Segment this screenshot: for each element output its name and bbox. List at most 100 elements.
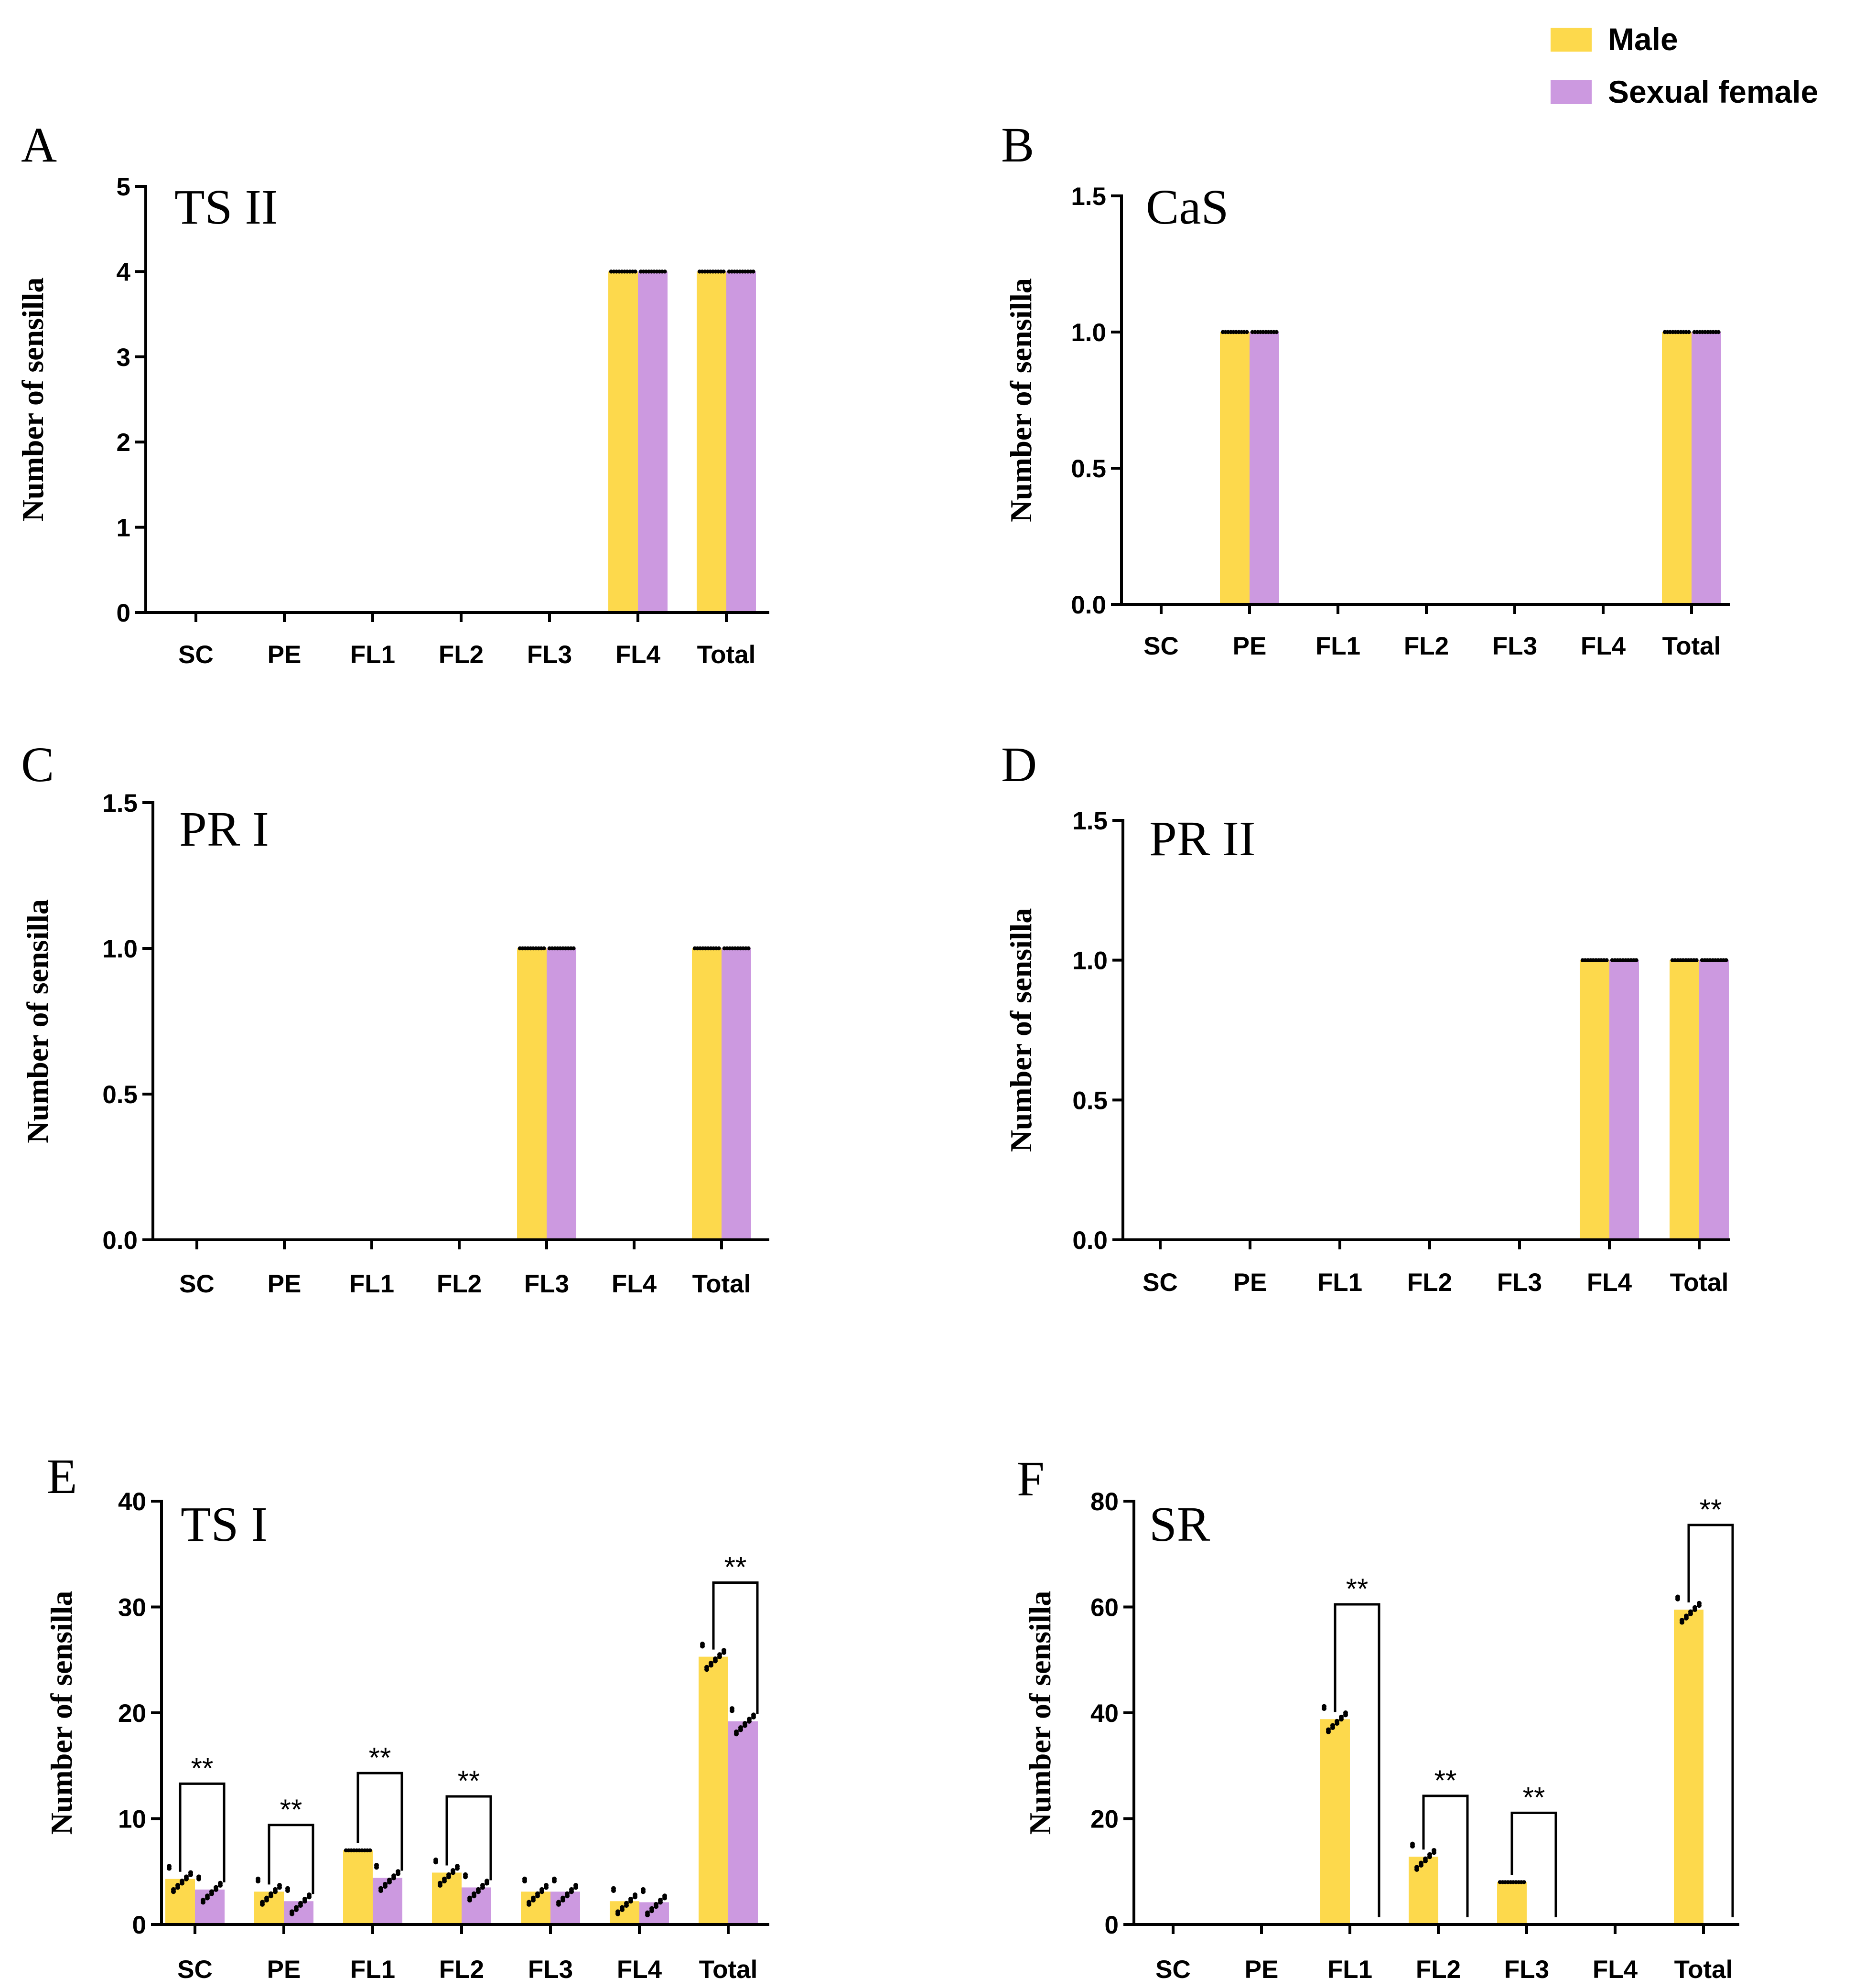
x-tick-label: PE xyxy=(268,1270,302,1298)
data-point xyxy=(663,269,667,274)
bar-male-total xyxy=(1674,1610,1703,1924)
data-point xyxy=(620,1907,625,1912)
bar-male-total xyxy=(692,948,722,1240)
x-tick-label: PE xyxy=(1245,1956,1279,1984)
bar-male-fl1 xyxy=(1320,1719,1350,1924)
data-point xyxy=(1605,958,1609,962)
data-point xyxy=(391,1875,396,1881)
data-point xyxy=(747,1719,752,1724)
x-tick-label: FL3 xyxy=(1504,1956,1549,1984)
data-point xyxy=(167,1866,172,1871)
data-point xyxy=(1419,1862,1423,1868)
y-axis-label: Number of sensilla xyxy=(21,899,54,1143)
bar-sexual-female-fl2 xyxy=(462,1887,491,1924)
data-point xyxy=(378,1888,383,1893)
data-point xyxy=(260,1902,265,1907)
data-point xyxy=(717,1654,722,1659)
data-point xyxy=(467,1898,472,1903)
data-point xyxy=(277,1885,282,1890)
data-point xyxy=(1432,1850,1436,1855)
data-point xyxy=(654,1904,658,1909)
x-tick-label: SC xyxy=(1155,1956,1191,1984)
data-point xyxy=(1522,1880,1526,1884)
data-point xyxy=(649,1908,654,1913)
data-point xyxy=(209,1891,214,1896)
data-point xyxy=(171,1889,176,1894)
data-point xyxy=(615,1911,620,1916)
bar-sexual-female-fl1 xyxy=(373,1878,402,1924)
y-tick-label: 1.0 xyxy=(102,935,138,963)
x-tick-label: FL3 xyxy=(524,1270,569,1298)
data-point xyxy=(214,1887,218,1892)
panel-letter: E xyxy=(47,1449,77,1504)
x-tick-label: FL1 xyxy=(350,1956,395,1984)
y-tick-label: 5 xyxy=(117,173,130,201)
chart-title: TS I xyxy=(181,1497,268,1552)
data-point xyxy=(451,1870,455,1875)
data-point xyxy=(628,1899,633,1904)
data-point xyxy=(1427,1854,1432,1859)
data-point xyxy=(751,269,755,274)
data-point xyxy=(734,1731,739,1737)
bar-male-sc xyxy=(165,1879,195,1924)
data-point xyxy=(645,1913,650,1918)
significance-bracket xyxy=(356,1772,403,1871)
x-tick-label: FL1 xyxy=(349,1270,394,1298)
data-point xyxy=(1716,330,1721,334)
data-point xyxy=(539,1889,544,1894)
bar-male-total xyxy=(697,271,726,613)
chart-panel-c: C PR I 0.0 0.5 1.0 1.5 SC PE FL1 FL2 FL3 FL4 Total Nu… xyxy=(21,737,769,1298)
bar-male-fl3 xyxy=(517,948,547,1240)
y-tick-label: 80 xyxy=(1090,1488,1119,1516)
x-tick-label: SC xyxy=(177,1956,213,1984)
data-point xyxy=(1339,1717,1344,1722)
data-point xyxy=(522,1879,527,1884)
data-point xyxy=(463,1874,468,1880)
bar-male-fl4 xyxy=(608,271,638,613)
x-tick-label: FL2 xyxy=(1416,1956,1461,1984)
data-point xyxy=(561,1898,565,1903)
y-tick-label: 0.0 xyxy=(102,1226,138,1255)
y-tick-label: 2 xyxy=(117,429,130,457)
y-tick-label: 1 xyxy=(117,514,130,542)
chart-panel-a: A TS II 0 1 2 3 4 5 SC PE FL1 FL2 FL3 FL4 Total Number … xyxy=(16,118,769,669)
data-point xyxy=(285,1888,290,1893)
y-axis-label: Number of sensilla xyxy=(44,1591,78,1835)
y-tick-label: 30 xyxy=(118,1594,146,1622)
x-tick-label: FL2 xyxy=(437,1270,482,1298)
data-point xyxy=(1414,1867,1419,1872)
data-point xyxy=(552,1879,557,1884)
x-tick-label: FL4 xyxy=(1593,1956,1638,1984)
data-point xyxy=(1245,330,1249,334)
x-tick-label: PE xyxy=(1233,1268,1267,1297)
significance-bracket xyxy=(445,1795,492,1881)
x-tick-label: Total xyxy=(1670,1268,1729,1297)
chart-title: PR I xyxy=(179,802,269,857)
chart-title: SR xyxy=(1149,1497,1210,1552)
y-tick-label: 0 xyxy=(132,1911,146,1939)
y-tick-label: 10 xyxy=(118,1805,146,1834)
data-point xyxy=(307,1894,312,1900)
data-point xyxy=(1693,1607,1697,1612)
significance-bracket xyxy=(179,1782,226,1882)
data-point xyxy=(1697,1603,1702,1608)
x-tick-label: FL2 xyxy=(1407,1268,1452,1297)
data-point xyxy=(662,1895,667,1901)
panel-letter: C xyxy=(21,737,54,792)
x-tick-label: FL2 xyxy=(439,641,484,669)
data-point xyxy=(196,1876,201,1881)
data-point xyxy=(290,1911,294,1916)
data-point xyxy=(1343,1712,1348,1718)
x-tick-label: FL1 xyxy=(350,641,395,669)
bar-male-total xyxy=(1662,332,1692,604)
y-tick-label: 0.0 xyxy=(1071,591,1106,619)
data-point xyxy=(565,1893,570,1899)
data-point xyxy=(446,1874,451,1880)
data-point xyxy=(269,1893,273,1899)
y-tick-label: 1.0 xyxy=(1072,947,1108,975)
data-point xyxy=(527,1902,531,1907)
bar-male-fl4 xyxy=(1580,960,1609,1240)
data-point xyxy=(1724,958,1728,962)
chart-title: CaS xyxy=(1146,180,1229,235)
